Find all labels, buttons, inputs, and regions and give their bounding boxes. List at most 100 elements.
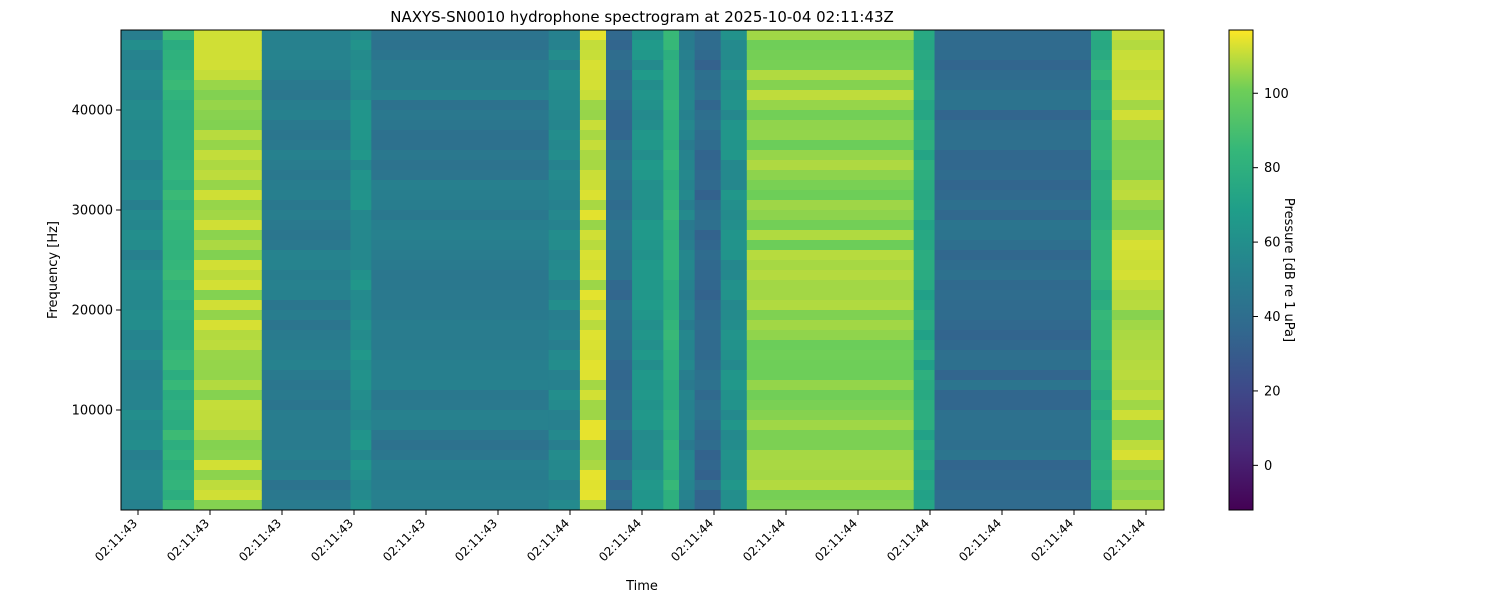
heatmap-cell [261, 310, 352, 321]
heatmap-cell [720, 180, 748, 191]
heatmap-cell [746, 490, 915, 501]
x-tick-label: 02:11:44 [812, 516, 860, 564]
heatmap-cell [121, 490, 164, 501]
heatmap-cell [934, 100, 1092, 111]
heatmap-cell [606, 220, 633, 231]
heatmap-cell [913, 130, 936, 141]
heatmap-cell [371, 460, 550, 471]
heatmap-cell [606, 240, 633, 251]
heatmap-cell [371, 90, 550, 101]
heatmap-cell [548, 70, 581, 81]
heatmap-cell [548, 460, 581, 471]
heatmap-cell [720, 270, 748, 281]
heatmap-cell [162, 160, 195, 171]
y-tick-label: 20000 [72, 304, 113, 319]
heatmap-cell [261, 330, 352, 341]
heatmap-cell [663, 140, 680, 151]
heatmap-cell [746, 320, 915, 331]
heatmap-cell [663, 500, 680, 510]
heatmap-cell [350, 280, 372, 291]
heatmap-cell [1111, 280, 1164, 291]
heatmap-cell [694, 450, 722, 461]
heatmap-cell [663, 110, 680, 121]
heatmap-cell [548, 500, 581, 510]
heatmap-cell [121, 200, 164, 211]
heatmap-cell [579, 260, 607, 271]
heatmap-cell [679, 190, 696, 201]
heatmap-cell [194, 260, 263, 271]
heatmap-cell [632, 410, 664, 421]
heatmap-cell [720, 420, 748, 431]
heatmap-cell [679, 220, 696, 231]
heatmap-cell [679, 240, 696, 251]
heatmap-cell [934, 140, 1092, 151]
heatmap-cell [694, 480, 722, 491]
heatmap-cell [720, 380, 748, 391]
heatmap-cell [350, 320, 372, 331]
heatmap-cell [663, 350, 680, 361]
heatmap-cell [1090, 190, 1113, 201]
heatmap-cell [679, 420, 696, 431]
heatmap-cell [261, 360, 352, 371]
heatmap-cell [261, 450, 352, 461]
heatmap-cell [194, 250, 263, 261]
heatmap-cell [261, 480, 352, 491]
heatmap-cell [606, 330, 633, 341]
heatmap-cell [934, 80, 1092, 91]
heatmap-cell [720, 120, 748, 131]
heatmap-cell [371, 60, 550, 71]
heatmap-cell [679, 470, 696, 481]
heatmap-cell [350, 140, 372, 151]
heatmap-cell [746, 360, 915, 371]
heatmap-cell [913, 350, 936, 361]
heatmap-cell [913, 440, 936, 451]
heatmap-cell [679, 150, 696, 161]
heatmap-cell [934, 230, 1092, 241]
heatmap-cell [350, 340, 372, 351]
heatmap-cell [632, 200, 664, 211]
heatmap-cell [694, 40, 722, 51]
heatmap-cell [350, 310, 372, 321]
heatmap-cell [350, 120, 372, 131]
heatmap-cell [371, 490, 550, 501]
heatmap-cell [1090, 70, 1113, 81]
heatmap-cell [606, 60, 633, 71]
heatmap-cell [694, 30, 722, 41]
heatmap-cell [261, 290, 352, 301]
heatmap-cell [194, 500, 263, 510]
heatmap-cell [663, 180, 680, 191]
heatmap-cell [746, 370, 915, 381]
heatmap-cell [632, 310, 664, 321]
heatmap-cell [663, 100, 680, 111]
heatmap-cell [679, 350, 696, 361]
heatmap-cell [1111, 110, 1164, 121]
heatmap-cell [694, 180, 722, 191]
heatmap-cell [162, 470, 195, 481]
heatmap-cell [261, 120, 352, 131]
heatmap-cell [162, 340, 195, 351]
heatmap-cell [720, 40, 748, 51]
heatmap-cell [371, 430, 550, 441]
heatmap-cell [934, 320, 1092, 331]
heatmap-cell [121, 30, 164, 41]
heatmap-cell [1090, 420, 1113, 431]
heatmap-cell [371, 40, 550, 51]
heatmap-cell [694, 170, 722, 181]
heatmap-cell [606, 340, 633, 351]
heatmap-cell [261, 100, 352, 111]
heatmap-cell [579, 410, 607, 421]
heatmap-cell [913, 260, 936, 271]
heatmap-cell [746, 120, 915, 131]
heatmap-cell [548, 230, 581, 241]
heatmap-cell [371, 70, 550, 81]
heatmap-cell [679, 160, 696, 171]
heatmap-cell [350, 180, 372, 191]
heatmap-cell [350, 190, 372, 201]
heatmap-cell [121, 120, 164, 131]
heatmap-cell [913, 270, 936, 281]
heatmap-cell [606, 230, 633, 241]
heatmap-cell [746, 480, 915, 491]
heatmap-cell [162, 130, 195, 141]
heatmap-cell [579, 320, 607, 331]
heatmap-cell [1111, 240, 1164, 251]
